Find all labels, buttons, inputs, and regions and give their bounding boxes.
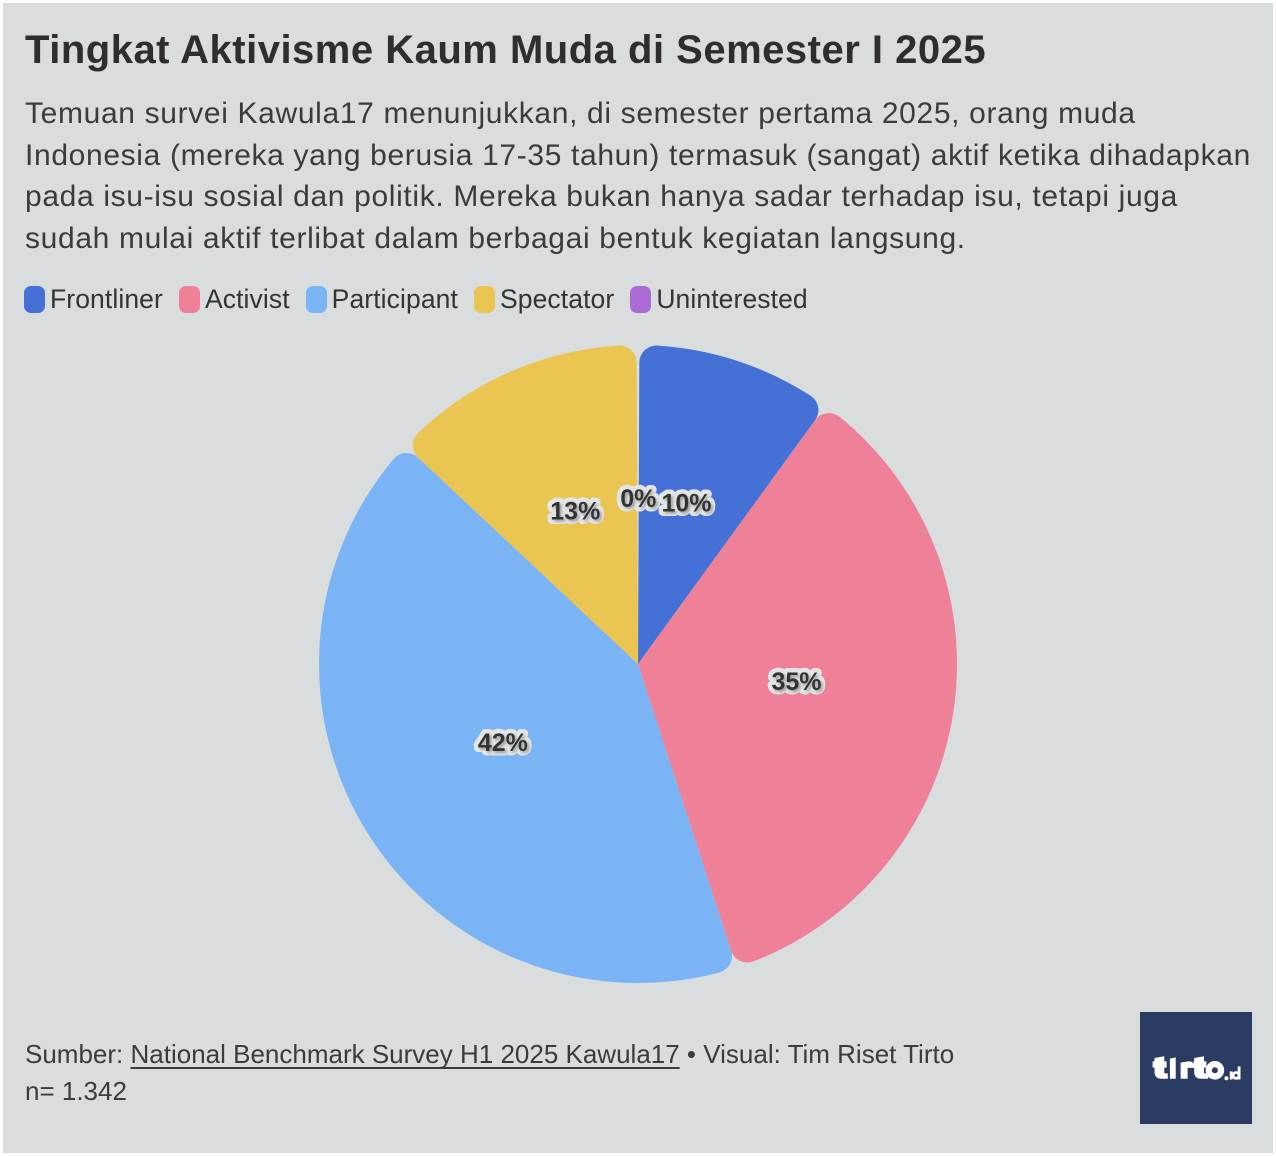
svg-text:13%: 13% bbox=[550, 497, 600, 525]
svg-text:0%: 0% bbox=[620, 485, 656, 513]
svg-text:42%: 42% bbox=[478, 729, 528, 757]
svg-text:10%: 10% bbox=[661, 490, 711, 518]
svg-text:42%: 42% bbox=[478, 729, 528, 757]
svg-text:0%: 0% bbox=[620, 485, 656, 513]
svg-text:35%: 35% bbox=[771, 668, 821, 696]
svg-text:13%: 13% bbox=[550, 497, 600, 525]
svg-text:10%: 10% bbox=[661, 490, 711, 518]
svg-text:35%: 35% bbox=[771, 668, 821, 696]
